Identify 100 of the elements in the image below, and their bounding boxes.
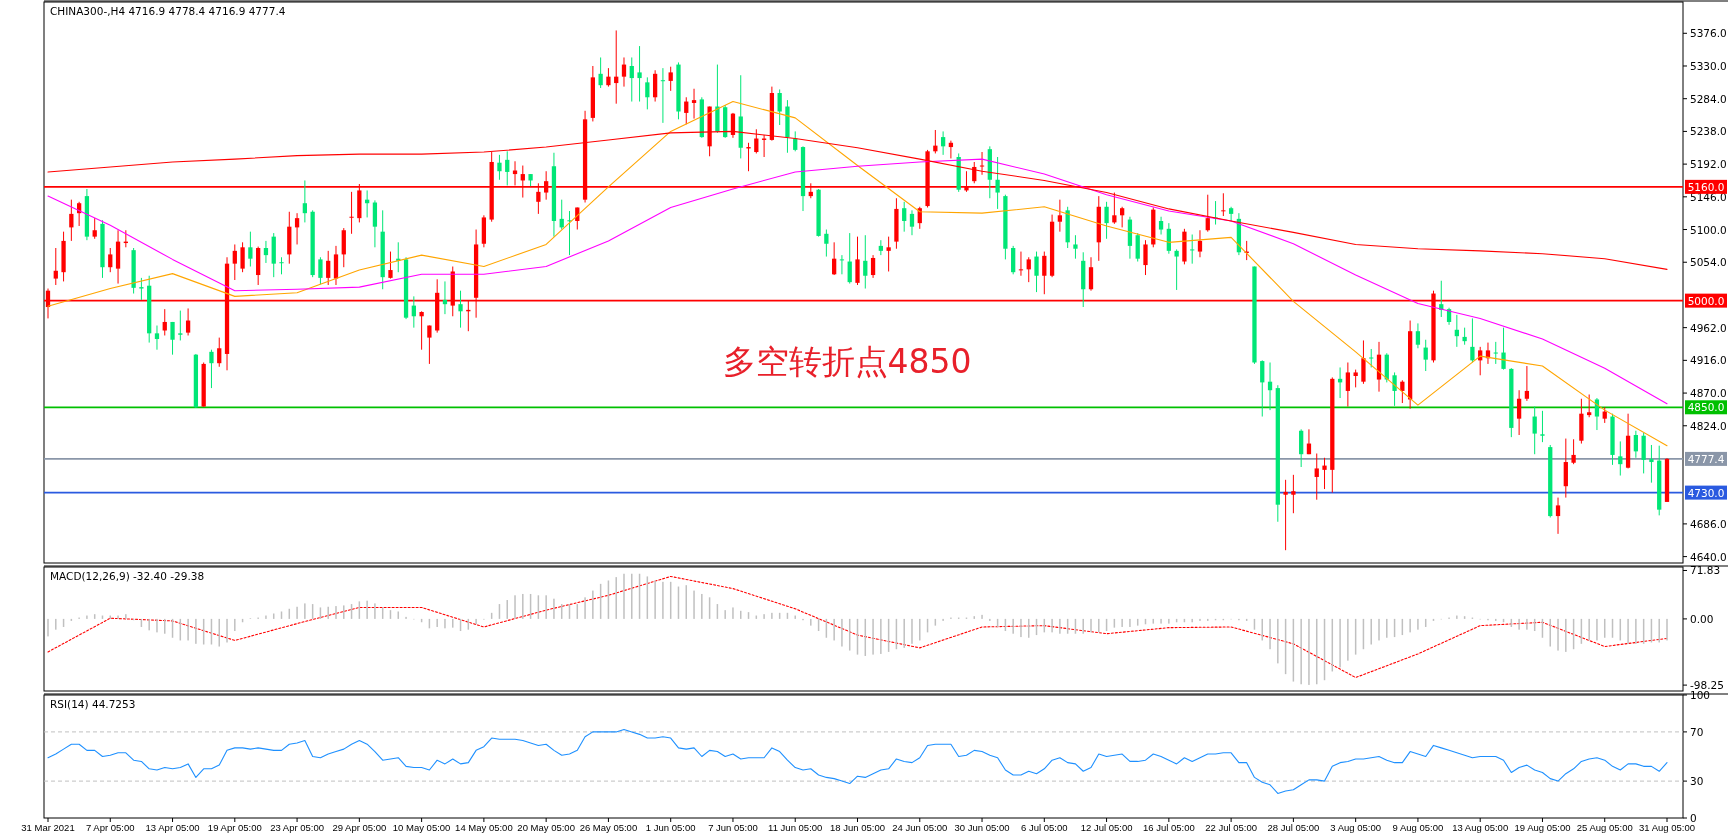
- x-tick-label: 10 May 05:00: [392, 822, 451, 833]
- x-tick-label: 12 Jul 05:00: [1080, 822, 1133, 833]
- x-tick-label: 7 Apr 05:00: [85, 822, 135, 833]
- candlestick: [458, 290, 463, 329]
- candlestick: [1158, 216, 1164, 236]
- line-series: [47, 158, 1668, 405]
- candlestick: [388, 251, 393, 280]
- candlestick: [1018, 251, 1024, 277]
- candlestick: [1415, 322, 1421, 349]
- candlestick: [263, 240, 269, 264]
- candlestick: [1057, 199, 1063, 233]
- x-tick-label: 3 Aug 05:00: [1330, 822, 1382, 833]
- y-tick-label: 5284.0: [1690, 92, 1727, 105]
- x-tick-label: 31 Aug 05:00: [1639, 822, 1695, 833]
- x-tick-label: 13 Apr 05:00: [145, 822, 200, 833]
- candlestick: [1493, 341, 1498, 365]
- candlestick: [824, 229, 829, 258]
- y-tick-label: -98.25: [1690, 679, 1724, 692]
- candlestick: [637, 45, 642, 103]
- candlestick: [1314, 453, 1319, 501]
- candlestick: [1104, 201, 1109, 240]
- candlestick: [1260, 359, 1265, 418]
- candlestick: [839, 254, 845, 275]
- y-tick-label: 5100.0: [1690, 223, 1727, 236]
- candlestick: [1618, 440, 1623, 477]
- candlestick: [909, 209, 915, 236]
- candlestick: [302, 179, 307, 223]
- candlestick: [684, 96, 689, 125]
- chart-title: RSI(14) 44.7253: [50, 698, 136, 710]
- candlestick: [870, 254, 876, 279]
- x-tick-label: 19 Apr 05:00: [207, 822, 262, 833]
- candlestick: [660, 67, 666, 124]
- candlestick: [294, 212, 300, 245]
- candlestick: [1361, 339, 1366, 385]
- candlestick: [886, 236, 891, 272]
- ref-line-label: 4777.4: [1687, 452, 1725, 465]
- x-tick-label: 16 Jul 05:00: [1142, 822, 1195, 833]
- y-tick-label: 5330.0: [1690, 59, 1727, 72]
- y-tick-label: 5376.0: [1690, 27, 1727, 40]
- x-tick-label: 20 May 05:00: [517, 822, 575, 833]
- candlestick: [1649, 444, 1654, 484]
- y-tick-label: 30: [1690, 775, 1704, 788]
- y-tick-label: 5192.0: [1690, 158, 1727, 171]
- y-tick-label: 4824.0: [1690, 419, 1727, 432]
- candlestick: [1112, 192, 1117, 225]
- y-tick-label: 70: [1690, 725, 1704, 738]
- y-tick-label: 4870.0: [1690, 387, 1727, 400]
- candlestick: [318, 256, 323, 285]
- ref-line-label: 5000.0: [1687, 294, 1725, 307]
- y-tick-label: 4640.0: [1690, 550, 1727, 563]
- line-series: [47, 100, 1668, 447]
- candlestick: [349, 191, 354, 235]
- candlestick: [1143, 239, 1148, 276]
- candlestick: [1540, 410, 1545, 443]
- candlestick: [1532, 406, 1537, 455]
- candlestick: [170, 321, 175, 356]
- candlestick: [69, 199, 74, 242]
- candlestick: [209, 349, 214, 389]
- candlestick: [1345, 361, 1351, 408]
- candlestick: [217, 337, 222, 368]
- candlestick: [497, 154, 502, 181]
- candlestick: [878, 239, 883, 256]
- chart-title: CHINA300-,H4 4716.9 4778.4 4716.9 4777.4: [50, 5, 286, 17]
- ref-line-label: 5160.0: [1687, 180, 1725, 193]
- candlestick: [979, 151, 985, 176]
- candlestick: [232, 243, 237, 281]
- candlestick: [1283, 479, 1288, 551]
- x-tick-label: 14 May 05:00: [455, 822, 513, 833]
- candlestick: [154, 325, 160, 351]
- candlestick: [1135, 232, 1140, 263]
- candlestick: [53, 247, 58, 286]
- candlestick: [419, 310, 424, 351]
- candlestick: [855, 236, 860, 286]
- x-tick-label: 18 Jun 05:00: [830, 822, 885, 833]
- candlestick: [1501, 327, 1506, 371]
- candlestick: [1190, 234, 1195, 265]
- candlestick: [1633, 430, 1638, 459]
- y-tick-label: 0: [1690, 812, 1697, 824]
- y-tick-label: 100: [1690, 689, 1711, 701]
- x-tick-label: 7 Jun 05:00: [708, 822, 758, 833]
- candlestick: [777, 88, 782, 126]
- candlestick: [279, 256, 284, 275]
- candlestick: [1026, 256, 1031, 283]
- candlestick: [326, 250, 331, 286]
- candlestick: [92, 217, 97, 240]
- annotation: 多空转折点4850: [722, 341, 972, 381]
- candlestick: [1392, 371, 1397, 407]
- candlestick: [505, 150, 510, 186]
- y-tick-label: 4916.0: [1690, 354, 1727, 367]
- candlestick: [178, 310, 183, 341]
- x-tick-label: 25 Aug 05:00: [1576, 822, 1633, 833]
- candlestick: [668, 66, 673, 92]
- candlestick: [1120, 206, 1125, 228]
- x-tick-label: 23 Apr 05:00: [270, 822, 325, 833]
- candlestick: [1587, 393, 1592, 418]
- candlestick: [1174, 248, 1179, 291]
- x-tick-label: 26 May 05:00: [579, 822, 638, 833]
- candlestick: [1291, 474, 1296, 514]
- candlestick: [995, 156, 1000, 210]
- candlestick: [139, 277, 144, 301]
